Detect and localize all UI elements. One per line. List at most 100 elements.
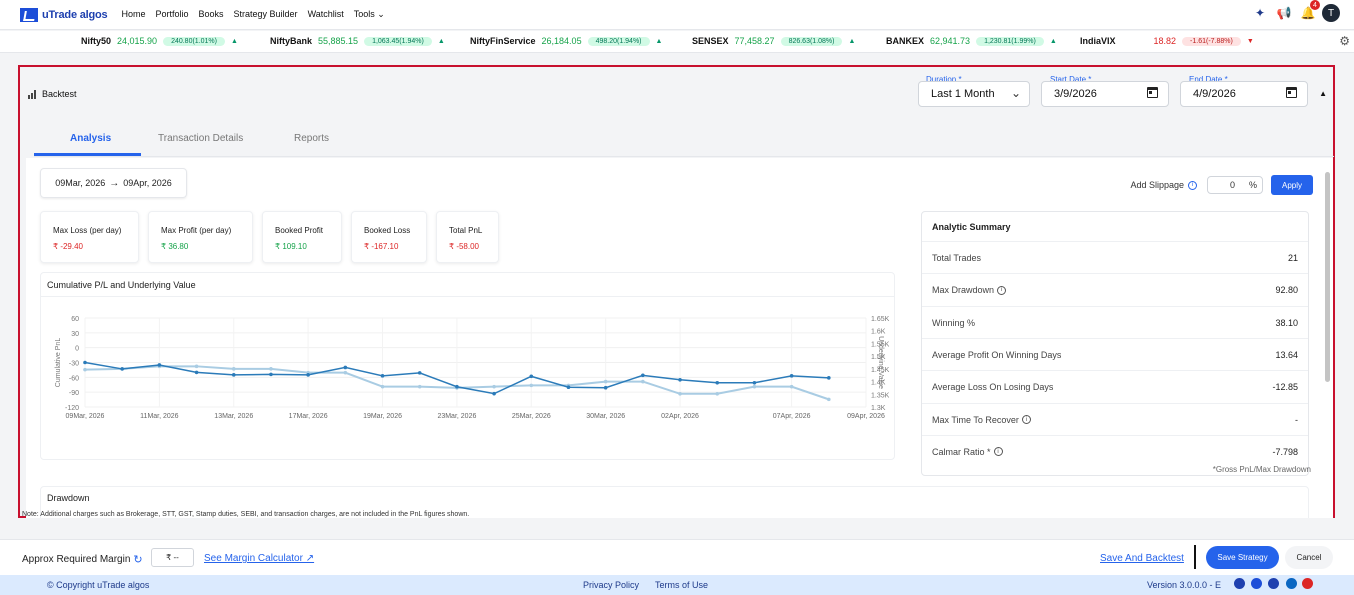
duration-label: Duration * [926, 75, 962, 84]
summary-key-text: Calmar Ratio * [932, 446, 991, 457]
x-tick-label: 25Mar, 2026 [512, 413, 551, 420]
pnl-point [194, 370, 199, 375]
y-tick-label: -60 [69, 375, 79, 382]
y-tick-label: -90 [69, 390, 79, 397]
x-tick-label: 09Apr, 2026 [847, 413, 885, 420]
chart-title: Cumulative P/L and Underlying Value [47, 280, 196, 290]
y-tick-label: -30 [69, 361, 79, 368]
youtube-icon[interactable] [1302, 578, 1313, 589]
x-tick-label: 07Apr, 2026 [773, 413, 811, 420]
end-date-input[interactable]: 4/9/2026 [1180, 81, 1308, 107]
avatar[interactable]: T [1322, 4, 1340, 22]
linkedin-icon[interactable] [1286, 578, 1297, 589]
range-from: 09Mar, 2026 [55, 178, 106, 188]
info-icon[interactable]: i [997, 285, 1007, 295]
underlying-point [529, 383, 534, 388]
ticker-item[interactable]: NiftyFinService 26,184.05 498.20(1.94%) … [470, 36, 662, 46]
gear-icon[interactable]: ⚙ [1339, 34, 1350, 48]
margin-calculator-link[interactable]: See Margin Calculator ↗ [204, 553, 315, 564]
slippage-input[interactable]: 0 % [1207, 176, 1263, 194]
summary-row: Average Loss On Losing Days -12.85 [922, 370, 1308, 402]
tab-reports[interactable]: Reports [294, 133, 330, 144]
nav-portfolio[interactable]: Portfolio [155, 9, 189, 19]
summary-title: Analytic Summary [932, 222, 1011, 232]
x-icon[interactable] [1234, 578, 1245, 589]
pnl-point [678, 378, 682, 382]
nav-strategy-builder[interactable]: Strategy Builder [233, 9, 298, 19]
summary-row: Total Trades 21 [922, 241, 1308, 273]
charges-note: Note: Additional charges such as Brokera… [22, 511, 470, 518]
cancel-button[interactable]: Cancel [1285, 546, 1333, 569]
collapse-icon[interactable]: ▲ [1319, 89, 1327, 98]
ticker-change: -1.61(-7.88%) [1182, 36, 1241, 46]
ticker-name: NiftyBank [270, 36, 313, 46]
pnl-point [306, 373, 310, 377]
info-icon[interactable]: i [993, 447, 1003, 457]
pnl-point [83, 360, 87, 365]
calendar-icon[interactable] [1286, 87, 1297, 98]
stat-value: ₹ -29.40 [53, 242, 83, 251]
x-tick-label: 30Mar, 2026 [586, 413, 625, 420]
x-tick-label: 11Mar, 2026 [140, 413, 179, 420]
save-and-backtest-link[interactable]: Save And Backtest [1100, 553, 1184, 564]
scrollbar[interactable] [1323, 158, 1331, 518]
nav-home[interactable]: Home [121, 9, 146, 19]
start-date-input[interactable]: 3/9/2026 [1041, 81, 1169, 107]
pnl-point [417, 371, 422, 375]
pnl-point [827, 376, 831, 380]
tab-analysis[interactable]: Analysis [70, 133, 112, 144]
ticker-item[interactable]: NiftyBank 55,885.15 1,063.45(1.94%) ▲ [270, 36, 445, 46]
ticker-item[interactable]: IndiaVIX 18.82 -1.61(-7.88%) ▼ [1080, 36, 1254, 46]
facebook-icon[interactable] [1251, 578, 1262, 589]
ticker-item[interactable]: SENSEX 77,458.27 826.63(1.08%) ▲ [692, 36, 855, 46]
ticker-change: 240.80(1.01%) [163, 36, 225, 46]
pnl-point [752, 380, 757, 385]
summary-key: Max Time To Recover i [932, 415, 1031, 425]
y2-tick-label: 1.35K [871, 392, 890, 399]
nav-books[interactable]: Books [198, 9, 224, 19]
stat-card-total-pnl: Total PnL ₹ -58.00 [436, 211, 499, 263]
ticker-change: 826.63(1.08%) [780, 36, 843, 46]
x-tick-label: 13Mar, 2026 [214, 413, 253, 420]
summary-value: -7.798 [1272, 446, 1298, 457]
tab-transaction-details[interactable]: Transaction Details [158, 133, 244, 144]
scrollbar-thumb[interactable] [1325, 172, 1330, 382]
terms-link[interactable]: Terms of Use [655, 580, 709, 590]
ticker-item[interactable]: BANKEX 62,941.73 1,230.81(1.99%) ▲ [886, 36, 1057, 46]
privacy-policy-link[interactable]: Privacy Policy [583, 580, 640, 590]
sparkle-icon[interactable]: ✦ [1254, 6, 1266, 20]
date-range: 09Mar, 2026 → 09Apr, 2026 [40, 168, 187, 198]
stat-card-max-profit: Max Profit (per day) ₹ 36.80 [148, 211, 253, 263]
ticker-item[interactable]: Nifty50 24,015.90 240.80(1.01%) ▲ [81, 36, 238, 46]
pnl-point [157, 363, 162, 367]
analytic-summary: Analytic Summary Total Trades 21 Max Drawd… [921, 211, 1309, 476]
info-icon[interactable]: i [1021, 415, 1031, 424]
pnl-point [231, 373, 236, 377]
apply-button[interactable]: Apply [1271, 175, 1313, 195]
end-date-value: 4/9/2026 [1193, 88, 1236, 100]
megaphone-icon[interactable]: 📢 [1276, 6, 1292, 20]
x-tick-label: 17Mar, 2026 [289, 413, 328, 420]
arrow-up-icon: ▲ [1049, 37, 1057, 45]
y2-tick-label: 1.4K [871, 380, 886, 387]
duration-select[interactable]: Last 1 Month ⌄ [918, 81, 1030, 107]
save-strategy-button[interactable]: Save Strategy [1206, 546, 1279, 569]
tab-bar: Analysis Transaction Details Reports [34, 127, 1334, 157]
info-icon[interactable]: i [1188, 180, 1197, 190]
nav-tools[interactable]: Tools ⌄ [354, 9, 385, 20]
logo[interactable]: uTrade algos [20, 7, 108, 22]
refresh-icon[interactable]: ↻ [133, 554, 143, 566]
calendar-icon[interactable] [1147, 87, 1158, 98]
nav-watchlist[interactable]: Watchlist [307, 9, 344, 19]
instagram-icon[interactable] [1268, 578, 1279, 589]
bell-icon[interactable]: 🔔 4 [1300, 0, 1320, 21]
y-tick-label: 60 [71, 316, 79, 323]
arrow-up-icon: ▲ [230, 37, 238, 45]
summary-row: Calmar Ratio * i -7.798 [922, 434, 1308, 467]
stat-value: ₹ 36.80 [161, 242, 189, 251]
summary-row: Average Profit On Winning Days 13.64 [922, 337, 1308, 370]
stat-card-max-loss: Max Loss (per day) ₹ -29.40 [40, 211, 139, 263]
nav-tools-label: Tools [353, 9, 375, 19]
stat-card-booked-profit: Booked Profit ₹ 109.10 [262, 211, 342, 263]
underlying-point [269, 367, 273, 371]
